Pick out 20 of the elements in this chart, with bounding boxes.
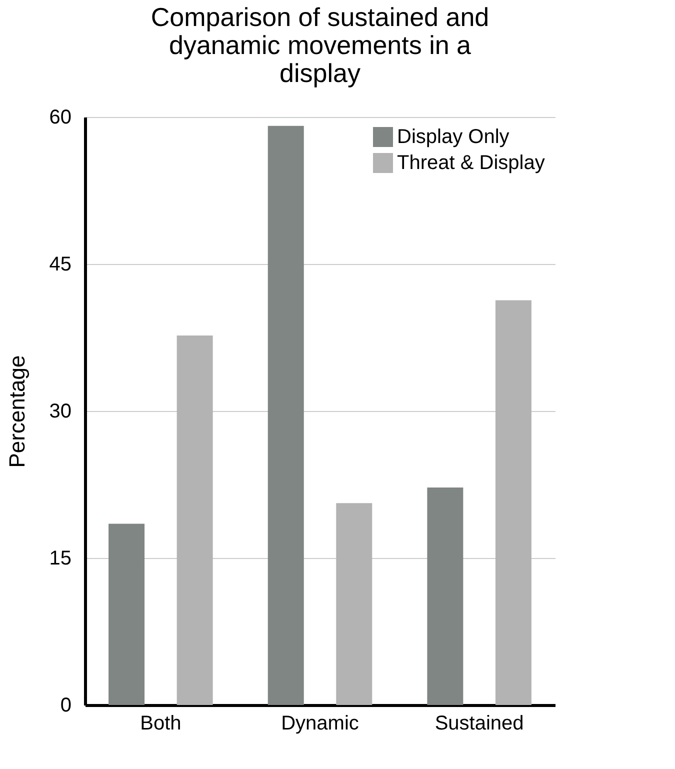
y-tick-label: 30 [49, 400, 72, 422]
y-axis-title: Percentage [4, 355, 30, 468]
x-tick-label: Dynamic [281, 712, 359, 734]
bar [268, 126, 304, 705]
bar [427, 487, 464, 705]
legend-label: Threat & Display [397, 152, 545, 174]
text: display [280, 58, 360, 88]
bar [176, 336, 213, 705]
y-tick-label: 45 [49, 254, 72, 276]
x-tick-label: Both [140, 712, 182, 734]
y-tick-label: 15 [49, 548, 72, 570]
bar [495, 300, 532, 705]
y-tick-label: 0 [60, 694, 72, 716]
bar [108, 524, 145, 705]
y-tick-label: 60 [49, 106, 72, 128]
text: Comparison of sustained and [150, 2, 490, 32]
text: dyanamic movements in a [168, 30, 472, 60]
x-tick-label: Sustained [434, 712, 524, 734]
bar [336, 503, 372, 705]
legend-label: Display Only [397, 126, 510, 148]
